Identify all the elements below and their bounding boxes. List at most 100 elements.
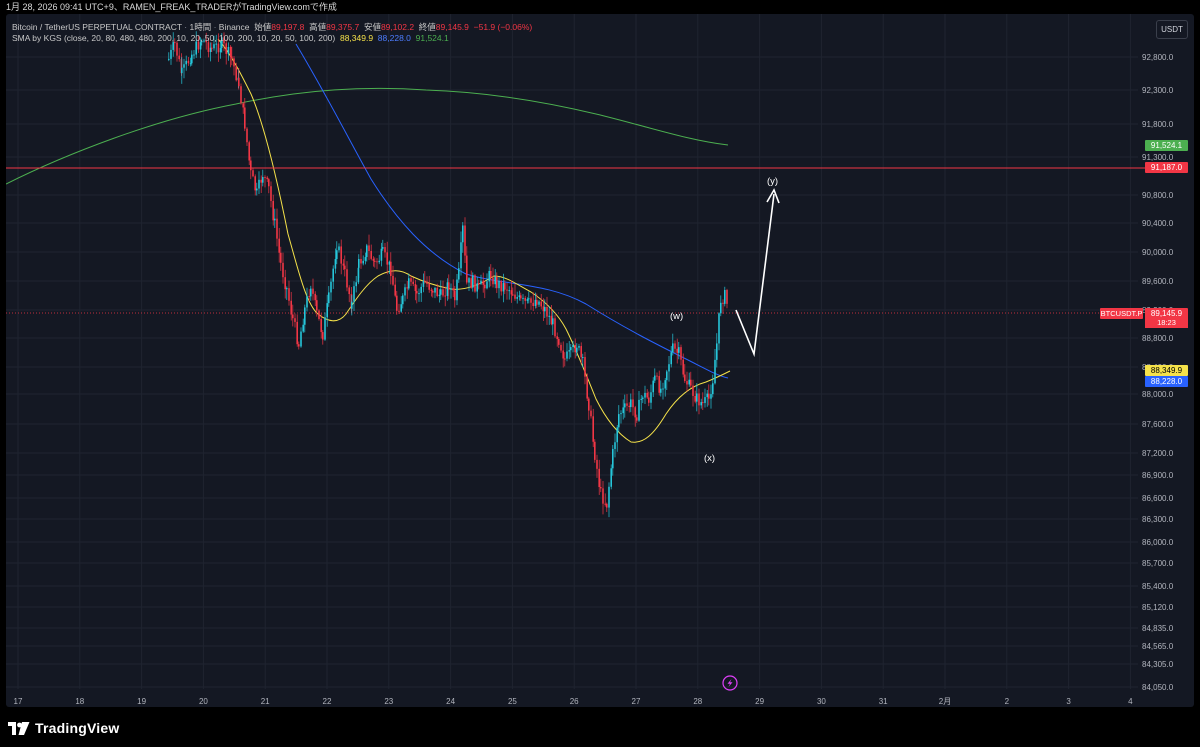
lightning-icon[interactable] [722, 675, 738, 691]
candle-body [340, 246, 342, 264]
candle-body [726, 289, 728, 304]
price-tick: 87,600.0 [1142, 420, 1174, 429]
candle-body [328, 292, 330, 304]
candle-body [416, 291, 418, 294]
candle-body [554, 318, 556, 337]
legend-high-label: 高値 [309, 22, 327, 32]
candle-body [448, 282, 450, 290]
candle-body [516, 297, 518, 299]
candle-body [532, 302, 534, 307]
candle-body [350, 294, 353, 309]
time-tick: 19 [137, 697, 146, 706]
candle-body [240, 86, 242, 104]
candle-body [414, 284, 417, 292]
candle-body [680, 347, 682, 360]
indicator-value-yellow: 88,349.9 [339, 33, 374, 43]
candle-body [326, 303, 328, 318]
candle-body [330, 281, 332, 293]
candle-body [666, 371, 668, 381]
price-tick: 84,835.0 [1142, 624, 1174, 633]
legend-symbol[interactable]: Bitcoin / TetherUS PERPETUAL CONTRACT [12, 22, 182, 32]
price-tick: 86,600.0 [1142, 494, 1174, 503]
candle-body [714, 359, 716, 384]
currency-selector[interactable]: USDT [1156, 20, 1188, 39]
time-tick: 25 [508, 697, 517, 706]
candle-body [702, 402, 704, 404]
candle-body [213, 44, 215, 49]
legend-high-value: 89,375.7 [326, 22, 360, 32]
candle-body [426, 281, 428, 284]
time-tick: 22 [323, 697, 332, 706]
candle-body [374, 260, 376, 262]
wave-label-y: (y) [767, 176, 778, 187]
candle-body [716, 343, 718, 360]
chart-canvas[interactable]: (w) (x) (y) 92,800.0 92,300.0 91,800.0 91,3… [6, 14, 1194, 707]
candle-body [362, 260, 364, 264]
footer-bar: TradingView [0, 707, 1200, 747]
candle-body [223, 37, 225, 44]
candle-body [300, 331, 302, 347]
price-tick: 92,800.0 [1142, 53, 1174, 62]
projection-path [735, 193, 775, 358]
candle-body [402, 295, 404, 305]
candle-body [336, 250, 338, 260]
candle-body [368, 245, 370, 251]
candle-body [191, 54, 193, 64]
candle-body [187, 60, 190, 64]
candle-body [308, 296, 310, 298]
time-axis[interactable]: 17 18 19 20 21 22 23 24 25 26 27 28 29 30 31 2月 2 3 4 [14, 697, 1134, 706]
price-tick: 85,400.0 [1142, 582, 1174, 591]
candle-body [207, 42, 210, 52]
candle-body [420, 286, 422, 294]
candle-body [201, 41, 203, 43]
candle-body [231, 56, 233, 59]
candle-body [652, 380, 654, 393]
time-tick: 2 [1005, 697, 1010, 706]
price-tick: 88,000.0 [1142, 390, 1174, 399]
price-tick: 88,800.0 [1142, 334, 1174, 343]
candle-body [254, 176, 256, 191]
candle-body [458, 268, 460, 280]
grid-lines [6, 14, 1138, 689]
candle-body [654, 375, 656, 381]
legend-exchange: Binance [218, 22, 250, 32]
price-tick: 90,400.0 [1142, 219, 1174, 228]
candle-body [357, 267, 360, 283]
candle-body [512, 294, 514, 296]
price-tick: 84,050.0 [1142, 683, 1174, 692]
legend-interval[interactable]: 1時間 [189, 22, 212, 32]
candle-body [183, 64, 185, 68]
candle-body [650, 392, 652, 403]
candle-body [376, 261, 378, 263]
legend-indicator[interactable]: SMA by KGS (close, 20, 80, 480, 480, 200… [12, 33, 449, 43]
candle-body [384, 247, 386, 253]
candle-body [292, 314, 294, 319]
candle-body [378, 260, 380, 263]
candle-body [496, 276, 498, 289]
sma-blue-price-label: 88,228.0 [1145, 376, 1188, 387]
candle-body [616, 427, 618, 443]
candle-body [536, 299, 538, 305]
candle-body [217, 43, 220, 53]
candle-body [658, 376, 660, 393]
candle-body [442, 289, 444, 296]
wave-label-x: (x) [704, 453, 715, 464]
candle-body [174, 42, 176, 44]
candle-body [322, 332, 324, 340]
price-tick: 86,000.0 [1142, 538, 1174, 547]
candle-body [440, 289, 442, 295]
symbol-price-tag: BTCUSDT.P [1100, 308, 1143, 319]
candle-body [630, 399, 632, 408]
candle-body [168, 58, 170, 60]
candle-body [203, 40, 205, 42]
sma-yellow-price-label: 88,349.9 [1145, 365, 1188, 376]
tradingview-logo[interactable]: TradingView [8, 719, 119, 737]
candle-body [394, 284, 396, 296]
chart-pane[interactable]: (w) (x) (y) 92,800.0 92,300.0 91,800.0 91,3… [6, 14, 1194, 707]
price-tick: 89,600.0 [1142, 277, 1174, 286]
candle-body [227, 46, 230, 54]
bar-countdown-label: 18:23 [1145, 318, 1188, 328]
indicator-name: SMA by KGS (close, 20, 80, 480, 480, 200… [12, 33, 336, 43]
candle-body [193, 54, 195, 56]
candle-body [360, 258, 362, 264]
